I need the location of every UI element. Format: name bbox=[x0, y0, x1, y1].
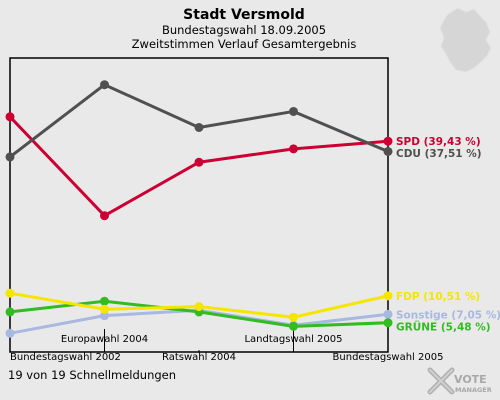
x-axis-ticks bbox=[9, 329, 389, 352]
point-sonstige-4 bbox=[383, 309, 393, 319]
series-end-labels: SPD (39,43 %)CDU (37,51 %) FDP (10,51 %) S… bbox=[396, 136, 500, 333]
point-spd-0 bbox=[5, 112, 15, 122]
end-label-fdp: FDP (10,51 %) bbox=[396, 291, 480, 303]
end-label-cdu: CDU (37,51 %) bbox=[396, 148, 482, 160]
point-fdp-4 bbox=[383, 291, 393, 301]
point-spd-1 bbox=[100, 211, 109, 221]
logo-line-1: VOTE bbox=[454, 373, 487, 386]
point-fdp-1 bbox=[100, 304, 109, 314]
point-cdu-3 bbox=[289, 106, 298, 116]
x-tick-label-3: Landtagswahl 2005 bbox=[244, 334, 342, 345]
point-cdu-2 bbox=[194, 122, 204, 132]
point-fdp-2 bbox=[194, 302, 204, 312]
x-tick-label-4: Bundestagswahl 2005 bbox=[333, 352, 444, 363]
germany-map-icon bbox=[439, 7, 492, 73]
point-cdu-4 bbox=[383, 146, 393, 156]
point-sonstige-0 bbox=[5, 328, 15, 338]
point-fdp-3 bbox=[289, 312, 298, 322]
point-grne-4 bbox=[383, 318, 393, 328]
point-sonstige-1 bbox=[100, 311, 109, 321]
x-tick-label-1: Europawahl 2004 bbox=[61, 334, 148, 345]
end-label-grne: GRÜNE (5,48 %) bbox=[396, 319, 491, 333]
chart-subtitle-description: Zweitstimmen Verlauf Gesamtergebnis bbox=[132, 37, 357, 51]
point-cdu-1 bbox=[100, 80, 109, 90]
reporting-status: 19 von 19 Schnellmeldungen bbox=[8, 368, 176, 382]
point-fdp-0 bbox=[5, 288, 15, 298]
x-tick-label-0: Bundestagswahl 2002 bbox=[10, 352, 121, 363]
point-spd-2 bbox=[194, 157, 204, 167]
chart-subtitle-election: Bundestagswahl 18.09.2005 bbox=[162, 23, 326, 37]
end-label-sonstige: Sonstige (7,05 %) bbox=[396, 309, 500, 321]
point-grne-0 bbox=[5, 307, 15, 317]
point-spd-4 bbox=[383, 136, 393, 146]
series-points bbox=[5, 80, 393, 338]
point-spd-3 bbox=[289, 144, 298, 154]
x-tick-label-2: Ratswahl 2004 bbox=[162, 352, 236, 363]
chart-title: Stadt Versmold bbox=[183, 7, 305, 23]
point-grne-1 bbox=[100, 296, 109, 306]
x-axis-labels: Bundestagswahl 2002 Europawahl 2004 Ratswa… bbox=[10, 334, 443, 363]
end-label-spd: SPD (39,43 %) bbox=[396, 136, 481, 148]
vote-manager-logo: VOTE MANAGER bbox=[427, 367, 492, 395]
logo-line-2: MANAGER bbox=[455, 386, 492, 394]
vote-cross-icon bbox=[427, 367, 455, 395]
point-grne-3 bbox=[289, 321, 298, 331]
point-cdu-0 bbox=[5, 152, 15, 162]
